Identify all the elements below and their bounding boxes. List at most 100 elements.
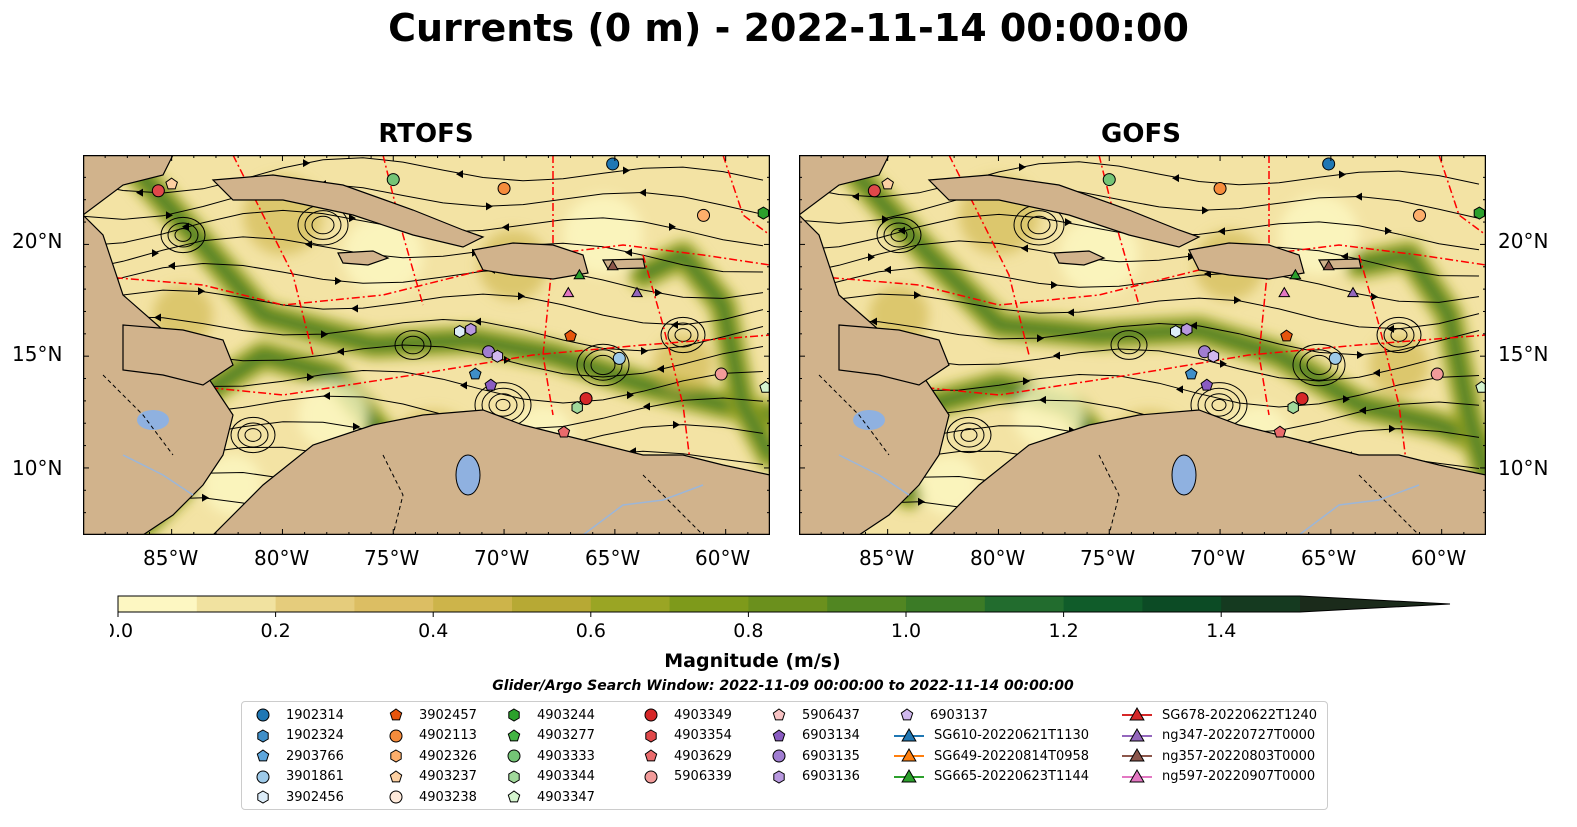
legend-item: 5906339	[638, 767, 732, 787]
legend-marker-icon	[257, 729, 269, 743]
float-marker	[1207, 349, 1220, 363]
float-marker	[562, 286, 575, 298]
colorbar-label: Magnitude (m/s)	[664, 650, 841, 672]
legend-label: ng597-20220907T0000	[1162, 769, 1316, 785]
legend-label: 4903277	[537, 728, 595, 744]
float-marker	[881, 177, 894, 190]
colorbar-tick-label: 0.4	[418, 620, 448, 642]
lon-label: 80°W	[970, 546, 1026, 570]
legend-label: SG665-20220623T1144	[934, 769, 1090, 785]
float-marker	[484, 378, 498, 391]
colorbar-bin	[590, 596, 671, 612]
legend-marker-icon	[772, 749, 786, 763]
float-marker	[714, 367, 728, 381]
legend-item: 4902326	[383, 746, 477, 766]
legend-item: 4903237	[383, 767, 477, 787]
float-marker	[491, 349, 504, 363]
float-marker	[1322, 259, 1335, 271]
map-panel-rtofs	[83, 155, 770, 535]
float-marker	[564, 329, 577, 342]
colorbar-bin	[984, 596, 1065, 612]
legend-item: 6903136	[766, 767, 860, 787]
legend-label: 5906339	[674, 769, 732, 785]
map-panel-gofs	[799, 155, 1486, 535]
legend-marker-icon	[894, 748, 924, 762]
float-marker	[1170, 325, 1182, 339]
float-marker	[697, 208, 711, 222]
figure-title: Currents (0 m) - 2022-11-14 00:00:00	[388, 6, 1189, 50]
float-marker	[1295, 392, 1309, 406]
float-marker	[1280, 329, 1293, 342]
legend-label: 4903238	[419, 789, 477, 805]
colorbar-bin	[118, 596, 198, 612]
lon-label: 85°W	[143, 546, 199, 570]
colorbar-tick-label: 0.2	[260, 620, 290, 642]
legend-label: 4903349	[674, 707, 732, 723]
legend-label: 1902314	[286, 707, 344, 723]
legend-marker-icon	[644, 749, 658, 762]
legend-item: 4903238	[383, 787, 477, 807]
colorbar-bin	[512, 596, 592, 612]
float-marker	[606, 157, 620, 171]
float-marker	[1200, 378, 1214, 391]
legend-marker-icon	[507, 728, 521, 741]
panel-title-gofs: GOFS	[1101, 119, 1181, 149]
lon-label: 65°W	[1301, 546, 1357, 570]
legend-marker-icon	[507, 790, 521, 803]
legend-marker-icon	[772, 728, 786, 741]
float-marker	[1475, 380, 1486, 393]
legend-label: 3901861	[286, 769, 344, 785]
colorbar-bin	[433, 596, 513, 612]
float-marker	[1213, 182, 1227, 196]
lon-label: 65°W	[585, 546, 641, 570]
legend-item: SG610-20220621T1130	[894, 726, 1089, 746]
legend-marker-icon	[1122, 768, 1152, 783]
legend-item: 4903344	[501, 767, 595, 787]
legend-label: 6903137	[930, 707, 988, 723]
colorbar-extend	[1300, 596, 1450, 612]
float-marker	[465, 322, 477, 336]
colorbar-tick-label: 1.2	[1048, 620, 1078, 642]
float-marker	[867, 184, 881, 198]
legend-label: 3902457	[419, 707, 477, 723]
legend-marker-icon	[256, 749, 270, 762]
float-marker	[1413, 208, 1427, 222]
legend-marker-icon	[507, 749, 521, 763]
legend-marker-icon	[894, 727, 924, 742]
float-marker	[571, 401, 583, 415]
lat-label-right: 20°N	[1498, 229, 1549, 253]
lon-label: 60°W	[695, 546, 751, 570]
float-marker	[1473, 206, 1485, 220]
legend-marker-icon	[894, 768, 924, 783]
colorbar-bin	[669, 596, 749, 612]
colorbar: 0.0 0.2 0.4 0.6 0.8 1.0 1.2 1.4	[110, 595, 1451, 642]
float-marker	[612, 351, 626, 365]
legend-label: 4903237	[419, 769, 477, 785]
legend-label: 4903354	[674, 728, 732, 744]
colorbar-tick-label: 0.8	[733, 620, 763, 642]
legend-marker-icon	[389, 770, 403, 783]
legend-marker-icon	[1122, 706, 1152, 721]
legend-label: SG610-20220621T1130	[934, 728, 1090, 744]
float-marker	[1346, 286, 1360, 298]
lat-label-left: 15°N	[12, 342, 63, 366]
legend-item: 6903134	[766, 726, 860, 746]
float-marker	[1289, 268, 1302, 280]
float-marker	[557, 425, 571, 438]
legend-label: SG678-20220622T1240	[1162, 707, 1318, 723]
colorbar-tick-label: 1.0	[891, 620, 921, 642]
legend-label: 4903244	[537, 707, 595, 723]
legend-item: 5906437	[766, 705, 860, 725]
float-marker	[606, 259, 619, 271]
legend-label: ng357-20220803T0000	[1162, 748, 1316, 764]
legend-label: 6903136	[802, 769, 860, 785]
float-marker	[468, 367, 482, 380]
float-marker	[1278, 286, 1291, 298]
legend-item: 3901861	[250, 767, 344, 787]
colorbar-bin	[354, 596, 434, 612]
colorbar-bin	[827, 596, 907, 612]
lon-label: 85°W	[859, 546, 915, 570]
colorbar-bin	[1142, 596, 1222, 612]
float-marker	[1181, 322, 1193, 336]
legend-item: 4903354	[638, 726, 732, 746]
